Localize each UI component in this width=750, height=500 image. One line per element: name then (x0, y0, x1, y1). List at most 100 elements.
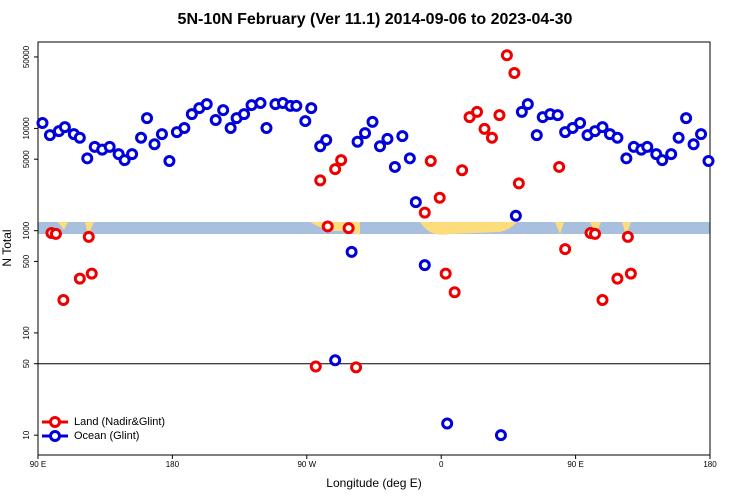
data-point (178, 121, 191, 134)
data-point (135, 131, 148, 144)
data-point (290, 99, 303, 112)
data-point (396, 130, 409, 143)
data-point (515, 105, 528, 118)
legend-marker (49, 416, 61, 428)
chart-title: 5N-10N February (Ver 11.1) 2014-09-06 to… (178, 11, 573, 28)
data-point (58, 121, 71, 134)
data-point (418, 206, 431, 219)
legend-label: Ocean (Glint) (74, 430, 139, 442)
data-point (320, 134, 333, 147)
data-point (508, 67, 521, 80)
data-point (485, 131, 498, 144)
data-point (509, 209, 522, 222)
data-point (85, 267, 98, 280)
x-tick-label: 90 E (30, 460, 46, 469)
data-point (224, 121, 237, 134)
data-point (403, 152, 416, 165)
x-tick-label: 180 (703, 460, 717, 469)
x-tick-label: 0 (439, 460, 444, 469)
data-point (589, 227, 602, 240)
data-point (254, 97, 267, 110)
plot-frame (37, 41, 711, 456)
data-point (500, 49, 513, 62)
data-point (342, 222, 355, 235)
map-strip (38, 222, 710, 236)
data-point (373, 140, 386, 153)
data-point (351, 135, 364, 148)
data-point (57, 293, 70, 306)
data-point (148, 138, 161, 151)
data-point (656, 154, 669, 167)
data-point (200, 98, 213, 111)
data-point (478, 122, 491, 135)
data-point (309, 360, 322, 373)
data-point (624, 267, 637, 280)
data-point (359, 127, 372, 140)
data-point (155, 128, 168, 141)
y-tick-label: 50000 (22, 45, 31, 68)
y-axis-label: N Total (0, 229, 14, 266)
legend-label: Land (Nadir&Glint) (74, 416, 165, 428)
data-point (81, 152, 94, 165)
data-point (49, 227, 62, 240)
data-point (238, 108, 251, 121)
data-point (521, 98, 534, 111)
data-point (345, 245, 358, 258)
y-tick-label: 5000 (22, 150, 31, 168)
data-point (530, 129, 543, 142)
data-point (702, 155, 715, 168)
data-point (448, 286, 461, 299)
data-point (493, 109, 506, 122)
data-point (418, 259, 431, 272)
data-point (36, 116, 49, 129)
data-point (680, 112, 693, 125)
data-point (381, 132, 394, 145)
x-axis-label: Longitude (deg E) (326, 476, 421, 490)
x-tick-label: 180 (166, 460, 180, 469)
data-point (553, 160, 566, 173)
data-point (126, 148, 139, 161)
y-tick-label: 500 (22, 254, 31, 268)
data-point (409, 196, 422, 209)
data-point (314, 174, 327, 187)
data-point (305, 102, 318, 115)
data-point (687, 138, 700, 151)
land-patch (420, 222, 517, 235)
y-tick-label: 10000 (22, 117, 31, 140)
data-point (329, 163, 342, 176)
data-point (559, 243, 572, 256)
data-point (299, 115, 312, 128)
data-point (551, 109, 564, 122)
data-point (73, 131, 86, 144)
y-tick-label: 1000 (22, 221, 31, 239)
data-point (441, 417, 454, 430)
data-point (433, 191, 446, 204)
data-point (439, 267, 452, 280)
data-point (596, 293, 609, 306)
data-point (217, 104, 230, 117)
ocean-strip (38, 222, 710, 234)
y-tick-label: 10 (22, 430, 31, 439)
data-point (596, 121, 609, 134)
data-point (424, 155, 437, 168)
data-point (163, 155, 176, 168)
data-point (611, 131, 624, 144)
data-point (366, 115, 379, 128)
data-point (73, 272, 86, 285)
data-point (695, 128, 708, 141)
data-point (672, 131, 685, 144)
y-tick-label: 100 (22, 326, 31, 340)
data-point (574, 116, 587, 129)
data-point (321, 220, 334, 233)
data-point (456, 164, 469, 177)
data-point (388, 160, 401, 173)
data-point (103, 140, 116, 153)
x-tick-label: 90 E (567, 460, 583, 469)
y-tick-label: 50 (22, 359, 31, 368)
data-point (611, 272, 624, 285)
data-point (494, 429, 507, 442)
data-point (329, 354, 342, 367)
data-point (260, 121, 273, 134)
data-point (335, 154, 348, 167)
